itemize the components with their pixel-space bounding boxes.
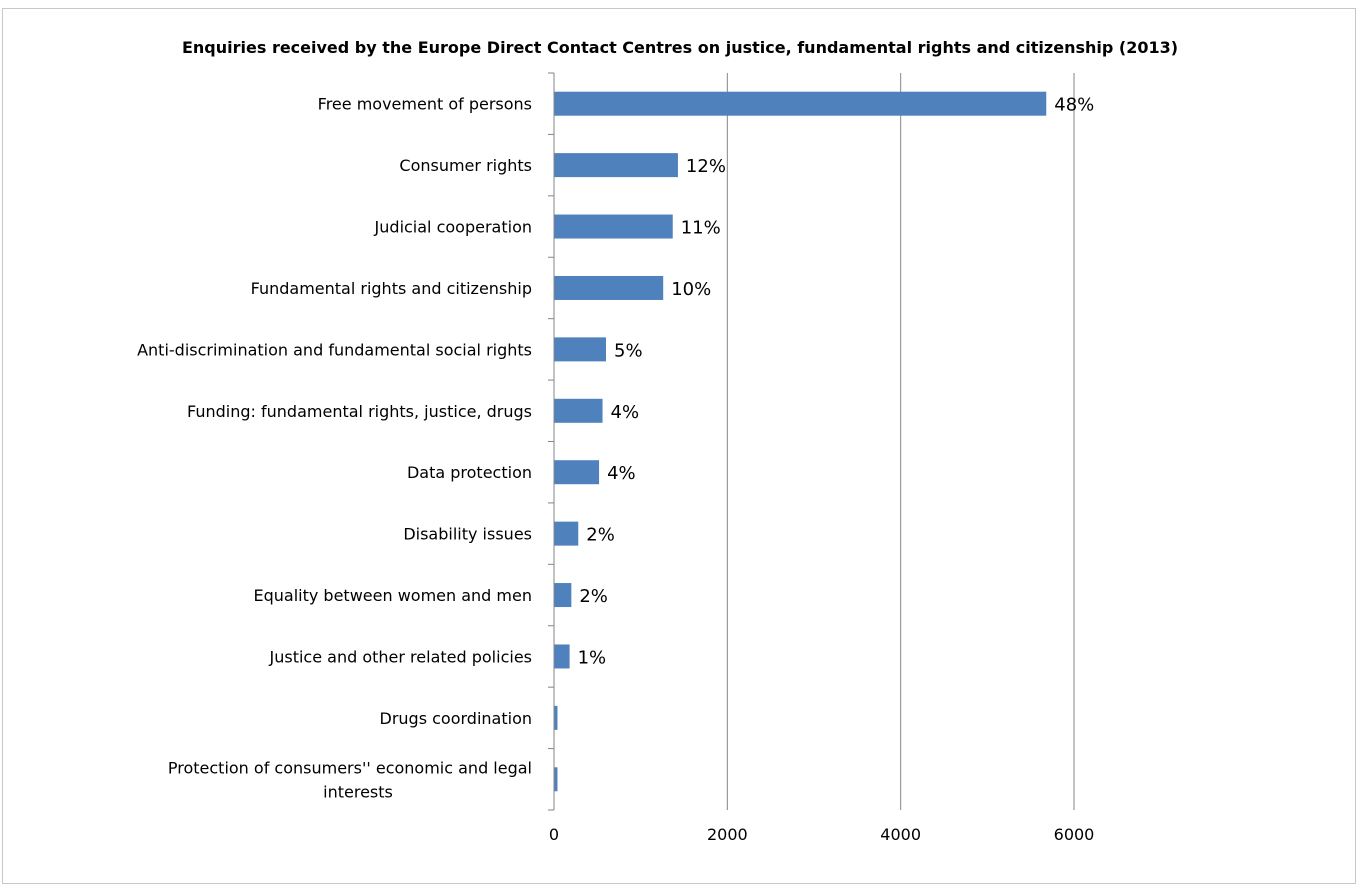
bars [554, 91, 1047, 792]
bar [554, 337, 606, 362]
category-label: Equality between women and men [254, 586, 533, 605]
category-label: Judicial cooperation [374, 218, 532, 237]
bar [554, 91, 1047, 116]
bar [554, 398, 603, 423]
x-tick-label: 6000 [1054, 825, 1095, 844]
category-label: Consumer rights [399, 156, 532, 175]
x-tick-label: 0 [549, 825, 559, 844]
bar [554, 275, 664, 300]
data-label: 2% [579, 586, 608, 607]
data-label: 11% [681, 218, 721, 239]
category-label: Disability issues [403, 525, 532, 544]
data-label: 2% [586, 525, 615, 546]
bar [554, 705, 558, 730]
category-label: Anti-discrimination and fundamental soci… [137, 340, 532, 359]
axes [548, 72, 555, 811]
bar [554, 521, 579, 546]
category-label: Data protection [407, 463, 532, 482]
data-label: 4% [611, 402, 640, 423]
gridlines [726, 73, 1075, 810]
bar [554, 214, 673, 239]
category-label: Justice and other related policies [269, 647, 532, 666]
data-label: 12% [686, 156, 726, 177]
labels: 0 2000 4000 6000 Free movement of persons 48%… [137, 95, 1094, 844]
bar [554, 583, 572, 608]
x-tick-label: 4000 [880, 825, 921, 844]
chart-frame [2, 8, 1356, 884]
data-label: 10% [671, 279, 711, 300]
data-label: 1% [578, 647, 607, 668]
x-tick-label: 2000 [707, 825, 748, 844]
category-label: Funding: fundamental rights, justice, dr… [187, 402, 532, 421]
category-label: Drugs coordination [380, 709, 532, 728]
category-label: Fundamental rights and citizenship [251, 279, 532, 298]
bar [554, 644, 570, 669]
data-label: 4% [607, 463, 636, 484]
category-label: Protection of consumers'' economic and l… [168, 758, 532, 801]
bar [554, 153, 678, 178]
bar [554, 767, 558, 792]
data-label: 48% [1054, 95, 1094, 116]
chart-title: Enquiries received by the Europe Direct … [181, 38, 1179, 57]
category-label: Free movement of persons [318, 95, 532, 114]
data-label: 5% [614, 340, 643, 361]
bar [554, 460, 600, 485]
